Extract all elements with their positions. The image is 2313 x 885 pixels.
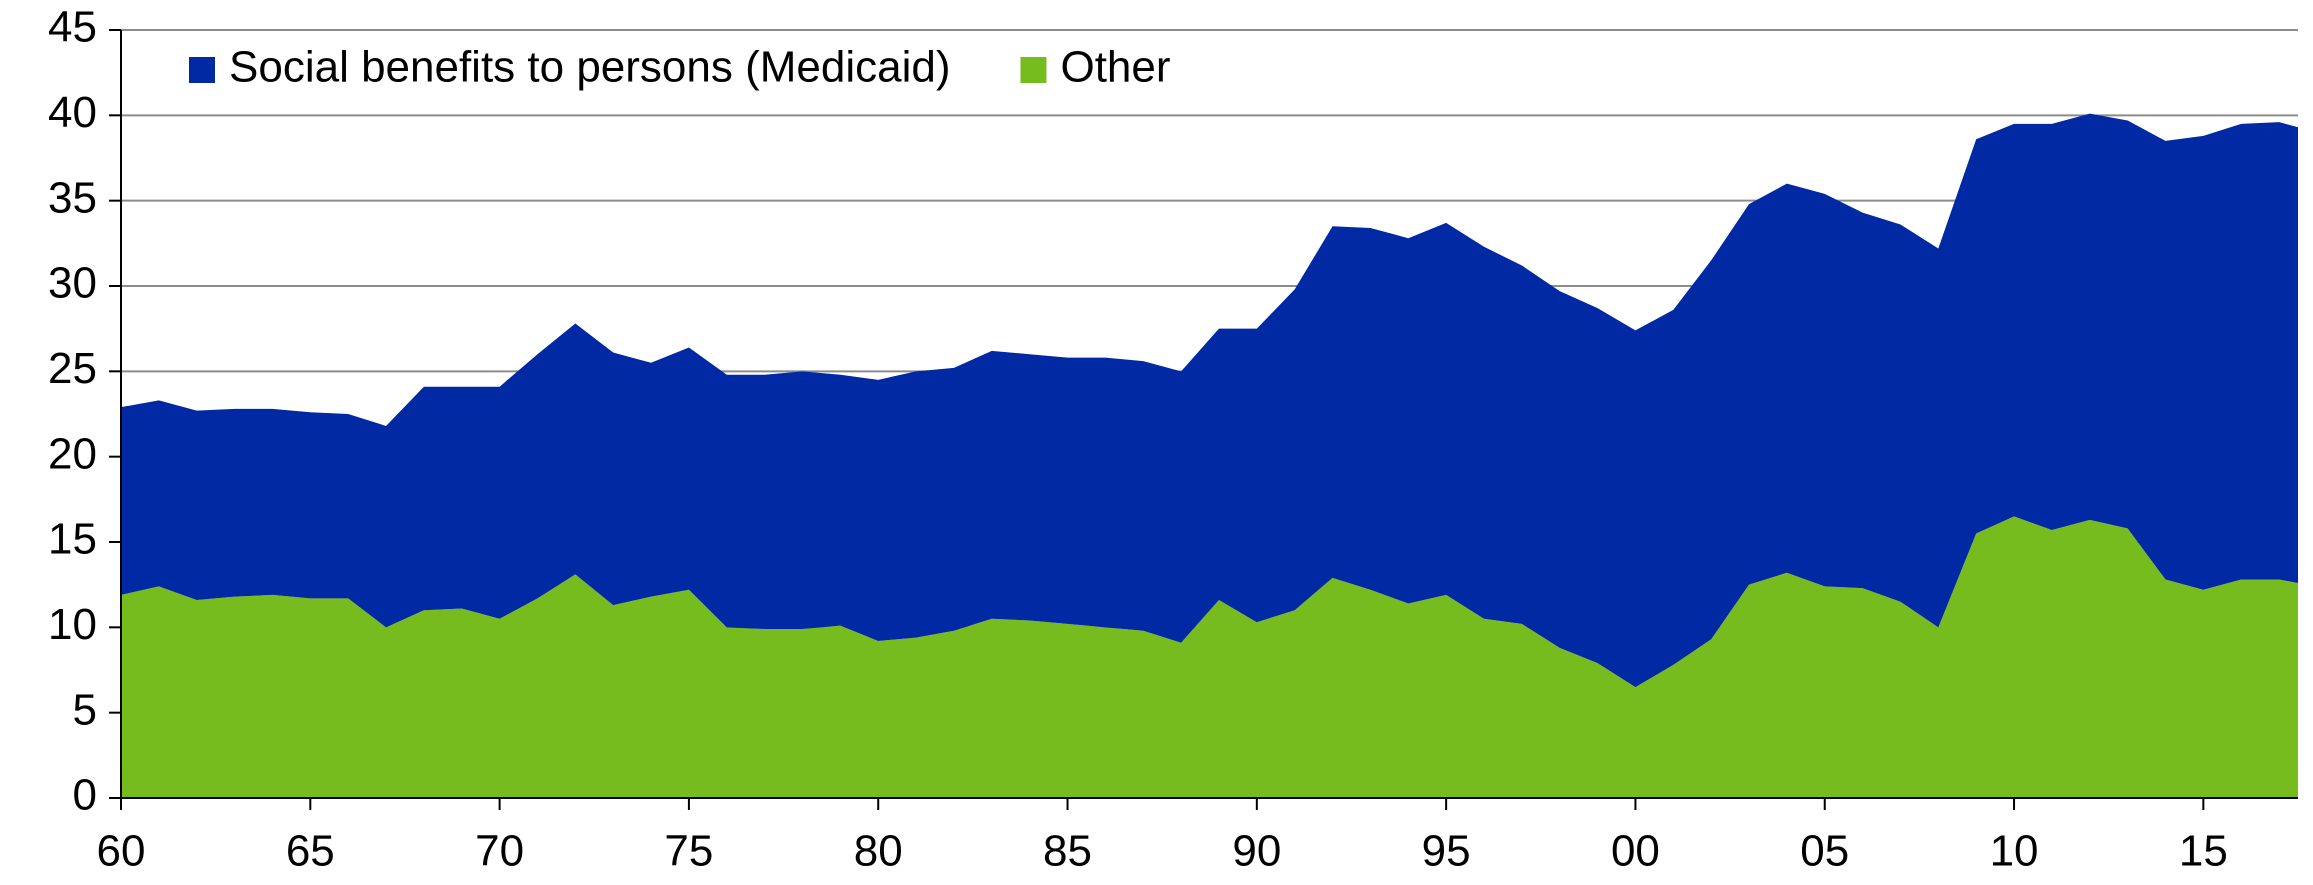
legend-swatch <box>189 57 215 83</box>
y-tick-label: 5 <box>73 685 97 734</box>
y-tick-label: 20 <box>48 429 97 478</box>
y-tick-label: 45 <box>48 3 97 52</box>
legend-label: Social benefits to persons (Medicaid) <box>229 43 950 92</box>
x-tick-label: 15 <box>2179 827 2228 876</box>
y-tick-label: 25 <box>48 344 97 393</box>
area <box>121 516 2298 798</box>
area <box>121 113 2298 688</box>
x-tick-label: 60 <box>97 827 146 876</box>
x-tick-label: 70 <box>475 827 524 876</box>
x-tick-label: 95 <box>1422 827 1471 876</box>
x-tick-label: 90 <box>1232 827 1281 876</box>
legend-swatch <box>1020 57 1047 83</box>
x-tick-label: 05 <box>1800 827 1849 876</box>
y-tick-label: 35 <box>48 173 97 222</box>
x-tick-label: 85 <box>1043 827 1092 876</box>
legend-label: Other <box>1060 43 1170 92</box>
y-tick-label: 40 <box>48 88 97 137</box>
y-tick-label: 30 <box>48 259 97 308</box>
x-tick-label: 00 <box>1611 827 1660 876</box>
x-tick-label: 65 <box>286 827 335 876</box>
x-tick-label: 10 <box>1990 827 2039 876</box>
y-tick-label: 10 <box>48 600 97 649</box>
y-tick-label: 0 <box>73 771 97 820</box>
y-tick-label: 15 <box>48 515 97 564</box>
x-tick-label: 80 <box>854 827 903 876</box>
x-tick-label: 75 <box>664 827 713 876</box>
